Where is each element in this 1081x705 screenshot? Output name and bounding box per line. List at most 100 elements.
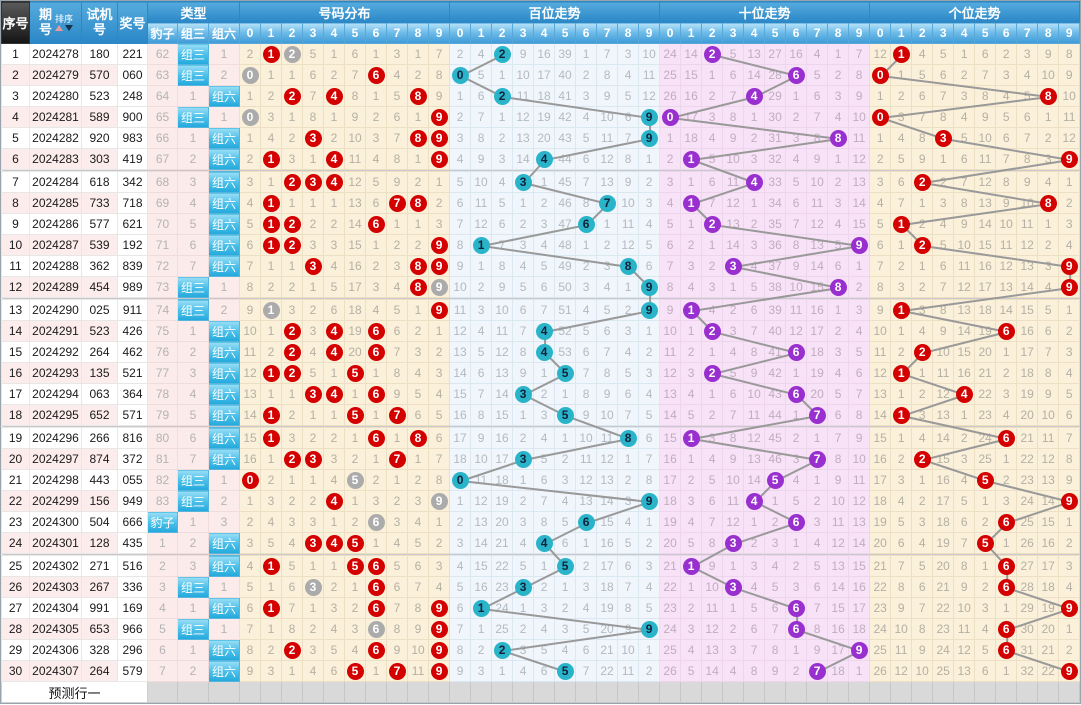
shi-cell: 3 xyxy=(743,234,766,256)
prediction-row-label[interactable]: 预测行一 xyxy=(1,681,148,703)
prediction-empty-cell[interactable] xyxy=(365,681,388,703)
type-zuliu-cell: 组六 xyxy=(207,555,241,577)
prediction-empty-cell[interactable] xyxy=(659,681,682,703)
prediction-empty-cell[interactable] xyxy=(470,681,493,703)
header-type-col: 组六 xyxy=(207,22,241,44)
prediction-empty-cell[interactable] xyxy=(617,681,640,703)
prediction-empty-cell[interactable] xyxy=(428,681,451,703)
ge-cell: 18 xyxy=(869,490,892,512)
dist-cell: 4 xyxy=(428,576,451,598)
prediction-empty-cell[interactable] xyxy=(533,681,556,703)
bai-cell: 7 xyxy=(575,660,598,682)
ge-cell: 6 xyxy=(974,660,997,682)
bai-cell: 12 xyxy=(512,106,535,128)
prize-number-cell: 816 xyxy=(117,427,148,449)
prediction-empty-cell[interactable] xyxy=(554,681,577,703)
dist-cell: 4 xyxy=(323,532,346,554)
bai-cell: 5 xyxy=(617,532,640,554)
prediction-empty-cell[interactable] xyxy=(491,681,514,703)
dist-hit-dot: 1 xyxy=(262,150,280,168)
dist-cell: 9 xyxy=(239,660,262,682)
type-zusan-cell: 1 xyxy=(177,85,209,107)
digit-header: 8 xyxy=(1037,22,1060,44)
ge-cell: 8 xyxy=(932,106,955,128)
shi-cell: 14 xyxy=(848,192,871,214)
prediction-empty-cell[interactable] xyxy=(281,681,304,703)
prize-number-cell: 060 xyxy=(117,64,148,86)
prediction-empty-cell[interactable] xyxy=(147,681,178,703)
prediction-empty-cell[interactable] xyxy=(177,681,209,703)
dist-hit-dot: 5 xyxy=(346,662,364,680)
dist-cell: 1 xyxy=(260,427,283,449)
dist-cell: 4 xyxy=(386,64,409,86)
prediction-empty-cell[interactable] xyxy=(722,681,745,703)
prediction-empty-cell[interactable] xyxy=(1016,681,1039,703)
dist-hit-dot: 2 xyxy=(283,343,301,361)
shi-cell: 18 xyxy=(806,341,829,363)
prediction-empty-cell[interactable] xyxy=(596,681,619,703)
prediction-empty-cell[interactable] xyxy=(911,681,934,703)
prediction-empty-cell[interactable] xyxy=(974,681,997,703)
table-row: 20 2024297 874 372 81 7 组六 16 1 2 3 3 2 1 7 1 7 18 10 17 3 5 2… xyxy=(1,448,1081,470)
ge-cell: 7 xyxy=(1016,127,1039,149)
shi-cell: 3 xyxy=(680,490,703,512)
shi-cell: 6 xyxy=(827,255,850,277)
ge-cell: 10 xyxy=(911,660,934,682)
header-period: 期号 排序 xyxy=(29,1,82,44)
table-row: 23 2024300 504 666 豹子 1 3 2 4 3 3 1 2 6 3 4 1 2 13 20 3 8 5 6 15… xyxy=(1,511,1081,533)
ge-cell: 18 xyxy=(1016,362,1039,384)
ge-cell: 9 xyxy=(911,148,934,170)
prediction-empty-cell[interactable] xyxy=(743,681,766,703)
dist-cell: 2 xyxy=(407,171,430,193)
ge-hit-dot: 1 xyxy=(892,45,910,63)
shi-cell: 2 xyxy=(680,234,703,256)
sort-asc-icon[interactable] xyxy=(54,24,63,31)
prediction-empty-cell[interactable] xyxy=(302,681,325,703)
shi-cell: 1 xyxy=(701,64,724,86)
prediction-empty-cell[interactable] xyxy=(953,681,976,703)
prediction-empty-cell[interactable] xyxy=(207,681,241,703)
prediction-empty-cell[interactable] xyxy=(848,681,871,703)
prediction-empty-cell[interactable] xyxy=(638,681,661,703)
bai-cell: 24 xyxy=(491,597,514,619)
dist-cell: 9 xyxy=(428,106,451,128)
ge-hit-dot: 1 xyxy=(892,406,910,424)
prize-number-cell: 372 xyxy=(117,448,148,470)
sort-desc-icon[interactable] xyxy=(64,24,73,31)
bai-cell: 5 xyxy=(554,404,577,426)
dist-cell: 3 xyxy=(344,618,367,640)
prediction-empty-cell[interactable] xyxy=(680,681,703,703)
prediction-empty-cell[interactable] xyxy=(869,681,892,703)
prediction-empty-cell[interactable] xyxy=(260,681,283,703)
prediction-empty-cell[interactable] xyxy=(1058,681,1081,703)
prediction-empty-cell[interactable] xyxy=(806,681,829,703)
prediction-empty-cell[interactable] xyxy=(512,681,535,703)
dist-cell: 5 xyxy=(323,639,346,661)
dist-cell: 1 xyxy=(407,148,430,170)
prediction-empty-cell[interactable] xyxy=(344,681,367,703)
prediction-empty-cell[interactable] xyxy=(323,681,346,703)
shi-cell: 4 xyxy=(701,127,724,149)
bai-cell: 4 xyxy=(554,490,577,512)
prediction-empty-cell[interactable] xyxy=(1037,681,1060,703)
test-number-cell: 303 xyxy=(81,148,118,170)
ge-cell: 10 xyxy=(869,320,892,342)
prediction-empty-cell[interactable] xyxy=(827,681,850,703)
sort-control[interactable]: 排序 xyxy=(54,14,73,31)
ge-cell: 1 xyxy=(890,43,913,65)
prediction-empty-cell[interactable] xyxy=(575,681,598,703)
prediction-empty-cell[interactable] xyxy=(239,681,262,703)
ge-cell: 1 xyxy=(869,85,892,107)
shi-cell: 1 xyxy=(680,213,703,235)
prediction-empty-cell[interactable] xyxy=(785,681,808,703)
prediction-empty-cell[interactable] xyxy=(449,681,472,703)
prediction-empty-cell[interactable] xyxy=(932,681,955,703)
prediction-empty-cell[interactable] xyxy=(386,681,409,703)
prediction-empty-cell[interactable] xyxy=(701,681,724,703)
prediction-empty-cell[interactable] xyxy=(407,681,430,703)
bai-hit-dot: 3 xyxy=(514,173,532,191)
prediction-empty-cell[interactable] xyxy=(890,681,913,703)
prediction-empty-cell[interactable] xyxy=(764,681,787,703)
shi-cell: 12 xyxy=(659,362,682,384)
prediction-empty-cell[interactable] xyxy=(995,681,1018,703)
